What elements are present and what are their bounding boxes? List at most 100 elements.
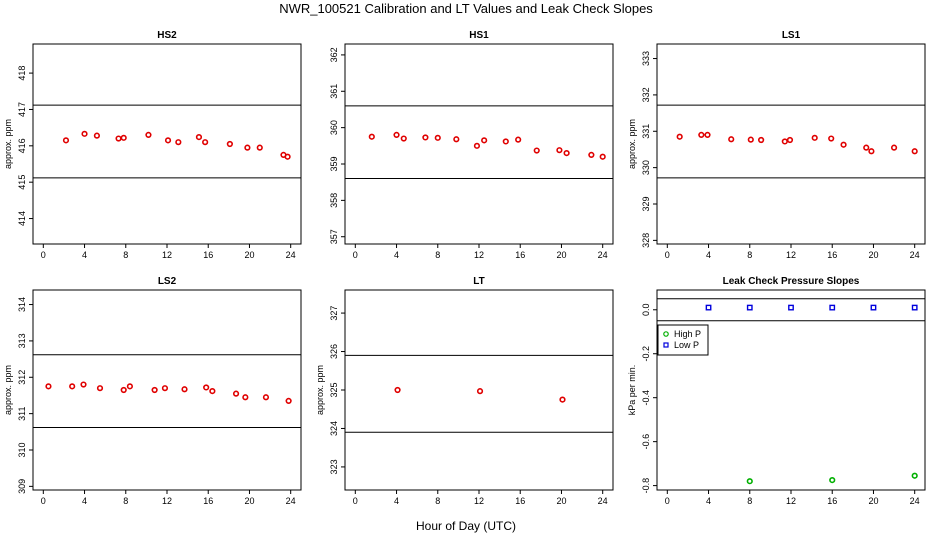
data-point [69, 383, 76, 390]
y-tick-label: 309 [17, 479, 27, 494]
x-tick-label: 20 [868, 250, 878, 260]
low-p-point [829, 304, 836, 311]
plot-frame [656, 289, 926, 491]
data-point [828, 135, 835, 142]
data-point [242, 394, 249, 401]
data-point [698, 131, 705, 139]
y-tick-label: 333 [641, 51, 651, 66]
data-point [422, 134, 429, 141]
y-tick-label: 415 [17, 175, 27, 190]
data-point [556, 147, 563, 154]
data-point [758, 136, 765, 144]
y-axis-label: approx. ppm [3, 365, 13, 415]
y-tick-label: 358 [329, 193, 339, 208]
data-point [434, 134, 441, 141]
x-tick-label: 0 [41, 250, 46, 260]
x-tick-label: 12 [162, 496, 172, 506]
y-tick-label: 418 [17, 66, 27, 81]
data-point [81, 130, 88, 137]
data-point [209, 387, 216, 395]
data-point [400, 135, 407, 142]
x-tick-label: 16 [203, 496, 213, 506]
data-point [232, 390, 240, 397]
y-tick-label: -0.4 [641, 390, 651, 406]
y-tick-label: 360 [329, 120, 339, 135]
data-point [453, 136, 460, 143]
high-p-point [911, 472, 918, 479]
plot-frame [656, 43, 926, 245]
data-point [863, 144, 870, 151]
panel-lt: LT 0 4 8 12 16 20 24 323 324 325 326 327 approx. ppm [315, 276, 614, 506]
data-point [394, 386, 401, 394]
panel-leak-check-pressure-slopes: Leak Check Pressure Slopes 0 4 8 12 16 20 24 0.0… [627, 276, 926, 506]
data-point [262, 394, 270, 401]
data-point [120, 386, 127, 394]
data-point [151, 386, 158, 394]
data-point [890, 144, 898, 151]
data-point [244, 144, 251, 151]
x-tick-label: 4 [706, 250, 711, 260]
data-point [476, 388, 484, 395]
data-point [868, 148, 875, 155]
y-tick-label: 311 [17, 406, 27, 420]
data-point [911, 148, 918, 155]
data-point [120, 134, 127, 141]
data-point [80, 381, 87, 388]
y-tick-label: 329 [641, 196, 651, 211]
y-tick-label: 416 [17, 138, 27, 153]
data-point [195, 133, 203, 141]
y-tick-label: 359 [329, 156, 339, 171]
low-p-point [911, 304, 918, 311]
data-point [393, 131, 400, 139]
x-tick-label: 20 [244, 496, 254, 506]
x-tick-label: 20 [556, 496, 566, 506]
data-point [728, 136, 735, 143]
x-tick-label: 0 [353, 496, 358, 506]
data-point [202, 139, 209, 146]
y-axis-label: approx. ppm [315, 365, 325, 415]
plot-frame [32, 43, 302, 245]
x-tick-label: 8 [435, 250, 440, 260]
data-point [563, 149, 570, 157]
y-tick-label: 314 [17, 297, 27, 312]
low-p-point [746, 304, 753, 311]
data-point [161, 385, 169, 392]
data-point [145, 131, 152, 139]
x-tick-label: 24 [910, 250, 920, 260]
panel-title: HS1 [469, 30, 489, 41]
x-tick-label: 16 [515, 496, 525, 506]
x-tick-label: 20 [868, 496, 878, 506]
data-point [164, 137, 172, 144]
high-p-point [746, 478, 753, 485]
y-tick-label: 310 [17, 442, 27, 457]
y-tick-label: 326 [329, 344, 339, 359]
y-tick-label: 324 [329, 421, 339, 436]
y-axis-label: kPa per min. [627, 365, 637, 416]
data-point [786, 136, 794, 144]
data-point [181, 386, 188, 393]
data-point [502, 138, 509, 145]
panel-hs2: HS2 0 4 8 12 16 20 24 414 415 416 417 418 approx. ppm [3, 30, 302, 260]
x-tick-label: 4 [394, 496, 399, 506]
y-tick-label: 330 [641, 160, 651, 175]
panel-ls2: LS2 0 4 8 12 16 20 24 309 310 311 312 313 314 approx. … [3, 276, 302, 506]
x-tick-label: 16 [203, 250, 213, 260]
data-point [285, 397, 292, 405]
x-tick-label: 12 [786, 250, 796, 260]
legend-swatch-high-p [663, 331, 669, 337]
x-tick-label: 24 [598, 496, 608, 506]
x-tick-label: 8 [123, 496, 128, 506]
x-tick-label: 4 [706, 496, 711, 506]
data-point [126, 383, 133, 390]
x-tick-label: 0 [665, 496, 670, 506]
data-point [533, 147, 540, 154]
x-tick-label: 12 [162, 250, 172, 260]
x-tick-label: 12 [474, 496, 484, 506]
low-p-point [705, 304, 712, 311]
x-tick-label: 8 [747, 250, 752, 260]
x-axis-label: Hour of Day (UTC) [416, 519, 516, 533]
data-point [115, 135, 122, 142]
data-point [93, 132, 101, 139]
